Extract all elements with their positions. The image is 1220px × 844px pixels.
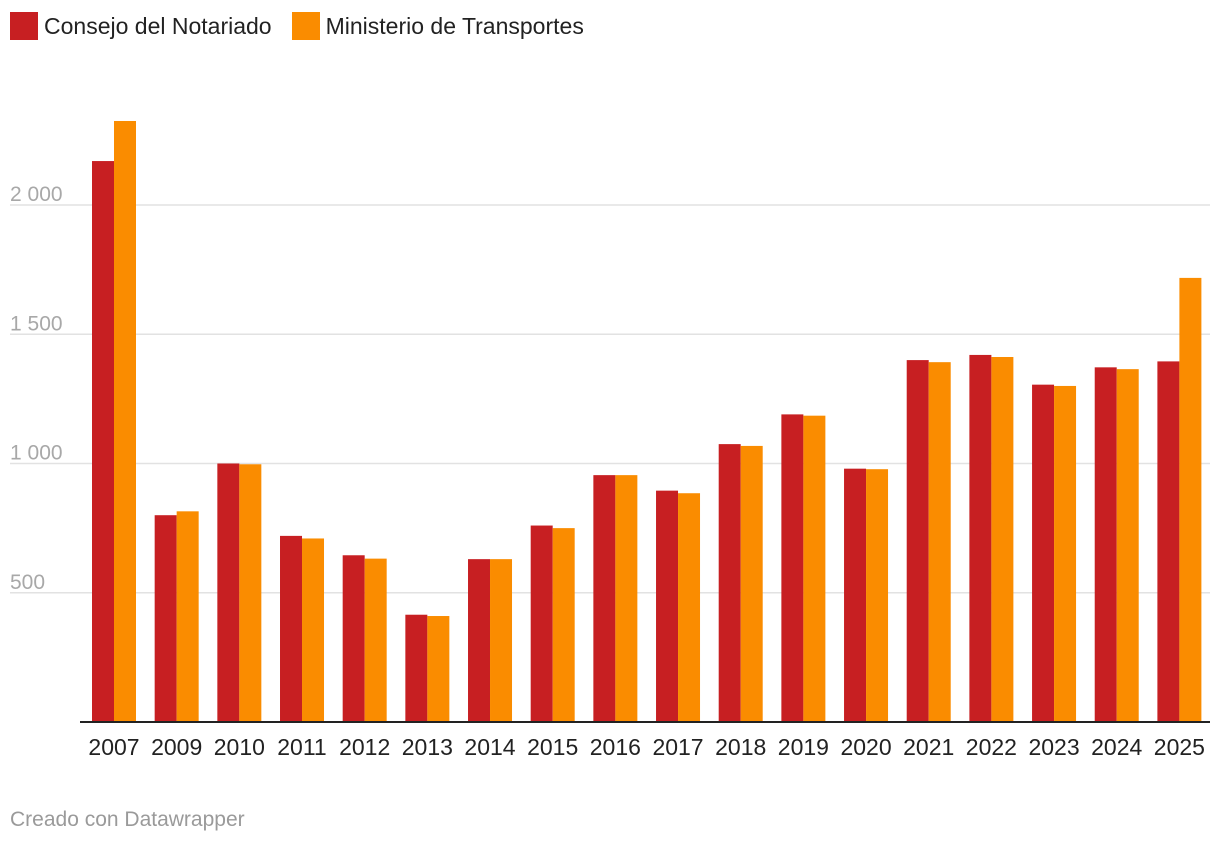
bar-ministerio bbox=[302, 538, 325, 722]
legend-item-consejo: Consejo del Notariado bbox=[10, 12, 272, 40]
bar-ministerio bbox=[552, 528, 575, 722]
y-tick-label: 1 000 bbox=[10, 442, 63, 465]
x-tick-label: 2023 bbox=[1028, 734, 1079, 760]
x-tick-label: 2011 bbox=[277, 734, 326, 760]
y-tick-label: 500 bbox=[10, 571, 45, 594]
x-tick-label: 2012 bbox=[339, 734, 390, 760]
bar-consejo bbox=[154, 515, 177, 722]
x-tick-label: 2016 bbox=[590, 734, 641, 760]
bar-ministerio bbox=[678, 493, 701, 722]
bar-ministerio bbox=[490, 559, 513, 722]
legend-item-ministerio: Ministerio de Transportes bbox=[291, 12, 584, 40]
bar-consejo bbox=[405, 614, 428, 722]
bar-consejo bbox=[781, 414, 804, 722]
bar-consejo bbox=[844, 468, 867, 722]
bar-ministerio bbox=[803, 415, 826, 722]
bar-ministerio bbox=[1179, 277, 1202, 722]
legend-swatch-consejo bbox=[10, 12, 38, 40]
bar-consejo bbox=[280, 535, 303, 722]
bar-consejo bbox=[92, 161, 114, 722]
bar-ministerio bbox=[176, 511, 199, 722]
x-tick-label: 2017 bbox=[652, 734, 703, 760]
x-tick-label: 2025 bbox=[1154, 734, 1205, 760]
bar-ministerio bbox=[427, 616, 450, 722]
bar-ministerio bbox=[1116, 369, 1139, 722]
x-tick-label: 2015 bbox=[527, 734, 578, 760]
bar-consejo bbox=[468, 559, 491, 722]
bar-consejo bbox=[1094, 367, 1117, 722]
bar-ministerio bbox=[740, 445, 763, 722]
bar-ministerio bbox=[364, 558, 387, 722]
legend-label-consejo: Consejo del Notariado bbox=[44, 12, 272, 39]
x-tick-label: 2021 bbox=[903, 734, 954, 760]
bar-consejo bbox=[530, 525, 553, 722]
bar-consejo bbox=[342, 555, 365, 722]
bar-ministerio bbox=[615, 475, 638, 722]
x-tick-label: 2010 bbox=[214, 734, 265, 760]
x-tick-label: 2009 bbox=[151, 734, 202, 760]
x-tick-label: 2013 bbox=[402, 734, 453, 760]
footer-credit: Creado con Datawrapper bbox=[10, 808, 245, 831]
legend-swatch-ministerio bbox=[291, 12, 320, 40]
x-tick-label: 2024 bbox=[1091, 734, 1142, 760]
x-tick-label: 2007 bbox=[88, 734, 139, 760]
y-tick-label: 2 000 bbox=[10, 183, 63, 206]
bar-consejo bbox=[1032, 384, 1055, 722]
bar-ministerio bbox=[114, 120, 136, 723]
legend-label-ministerio: Ministerio de Transportes bbox=[325, 12, 584, 39]
bar-consejo bbox=[969, 354, 992, 722]
bar-ministerio bbox=[991, 356, 1014, 722]
bar-ministerio bbox=[1054, 385, 1077, 722]
x-tick-label: 2018 bbox=[715, 734, 766, 760]
x-tick-label: 2014 bbox=[464, 734, 515, 760]
x-tick-label: 2019 bbox=[778, 734, 829, 760]
bar-ministerio bbox=[928, 362, 951, 722]
x-tick-label: 2020 bbox=[840, 734, 891, 760]
bar-consejo bbox=[217, 463, 240, 722]
bar-consejo bbox=[593, 475, 616, 722]
bar-consejo bbox=[906, 360, 929, 722]
bar-ministerio bbox=[866, 469, 889, 722]
bar-chart: 500 1 000 1 500 2 000 2007 2009 2010 2011 2012 20… bbox=[10, 120, 1210, 760]
bar-consejo bbox=[1157, 361, 1180, 722]
bar-consejo bbox=[718, 444, 741, 722]
bar-ministerio bbox=[239, 464, 262, 722]
bar-consejo bbox=[656, 490, 679, 722]
y-tick-label: 1 500 bbox=[10, 312, 63, 335]
chart-legend: Consejo del Notariado Ministerio de Tran… bbox=[10, 12, 604, 40]
x-tick-label: 2022 bbox=[966, 734, 1017, 760]
